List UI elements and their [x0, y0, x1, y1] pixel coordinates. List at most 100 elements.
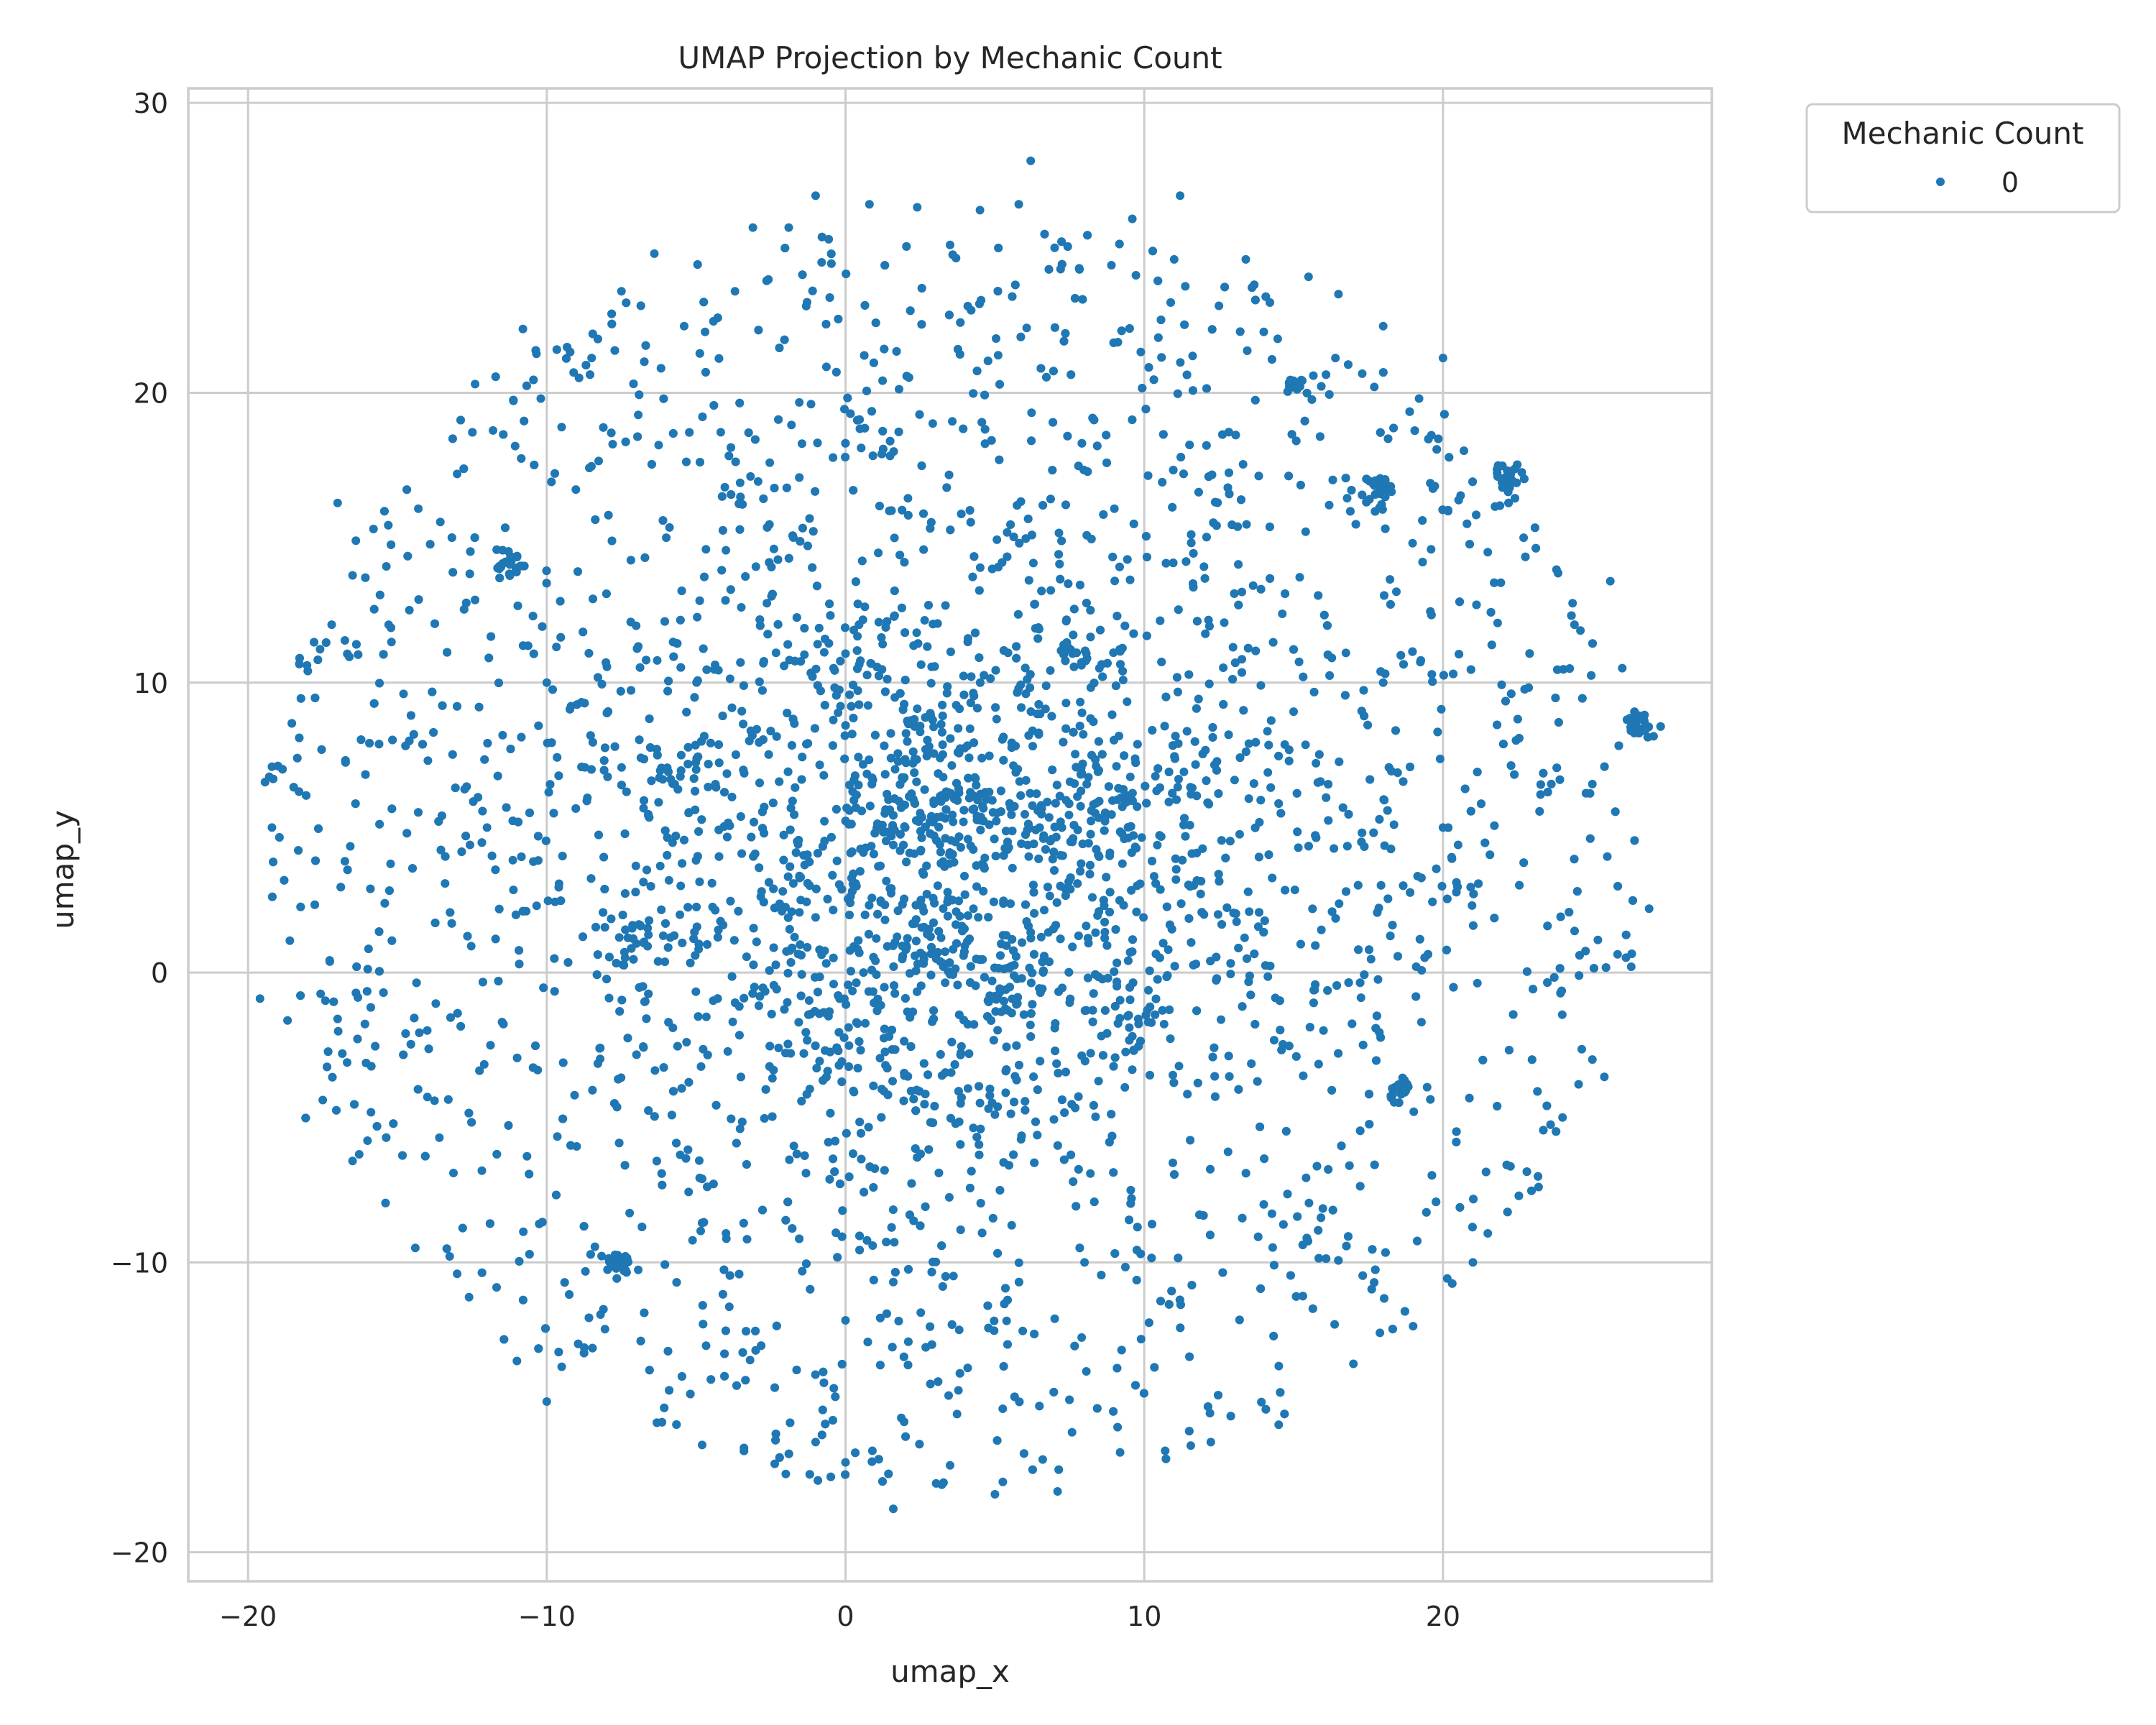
data-point [1139, 1389, 1148, 1398]
data-point [1008, 863, 1017, 873]
data-point [1128, 214, 1137, 224]
data-point [725, 674, 734, 684]
data-point [1373, 908, 1382, 917]
data-point [655, 773, 664, 782]
data-point [536, 394, 545, 403]
data-point [954, 1325, 964, 1335]
data-point [550, 954, 559, 963]
data-point [721, 1326, 730, 1335]
data-point [780, 244, 790, 253]
data-point [1009, 761, 1018, 770]
data-point [1118, 676, 1128, 685]
data-point [424, 1044, 433, 1054]
data-point [795, 1234, 804, 1243]
data-point [1472, 600, 1481, 610]
data-point [1117, 326, 1126, 336]
data-point [267, 892, 277, 901]
data-point [607, 428, 616, 438]
data-point [930, 1102, 939, 1110]
data-point [447, 533, 456, 542]
data-point [1065, 1395, 1074, 1404]
data-point [1110, 576, 1120, 586]
data-point [860, 910, 870, 919]
data-point [1053, 1487, 1062, 1496]
data-point [678, 938, 687, 947]
data-point [900, 628, 910, 638]
data-point [734, 1031, 744, 1040]
data-point [627, 686, 635, 695]
data-point [1223, 1147, 1233, 1156]
data-point [805, 1470, 814, 1479]
data-point [1256, 1122, 1265, 1131]
data-point [1295, 573, 1304, 582]
data-point [801, 301, 811, 310]
data-point [1389, 820, 1399, 829]
data-point [1235, 1315, 1244, 1325]
data-point [992, 535, 1002, 544]
data-point [1242, 520, 1251, 529]
data-point [916, 1308, 926, 1317]
data-point [1549, 972, 1559, 982]
data-point [1554, 569, 1562, 578]
data-point [329, 997, 338, 1006]
data-point [986, 674, 995, 684]
data-point [833, 1253, 842, 1262]
data-point [694, 939, 704, 949]
data-point [906, 1013, 915, 1022]
data-point [1049, 1115, 1059, 1124]
data-point [1244, 739, 1253, 748]
data-point [783, 872, 793, 881]
data-point [717, 492, 727, 501]
data-point [798, 270, 807, 280]
data-point [1394, 1098, 1404, 1108]
data-point [774, 1044, 783, 1052]
data-point [1134, 1019, 1143, 1029]
data-point [399, 689, 408, 699]
data-point [1028, 1000, 1037, 1009]
data-point [1245, 971, 1254, 980]
data-point [959, 947, 969, 957]
data-point [1325, 390, 1334, 399]
data-point [316, 989, 326, 998]
data-point [783, 998, 792, 1007]
data-point [1626, 962, 1636, 971]
data-point [757, 887, 766, 896]
data-point [844, 980, 852, 990]
data-point [1250, 1020, 1260, 1029]
data-point [1319, 1026, 1328, 1035]
data-point [1010, 971, 1018, 980]
data-point [1174, 775, 1183, 783]
data-point [565, 1290, 574, 1299]
data-point [869, 1183, 878, 1192]
data-point [728, 1017, 737, 1026]
data-point [1555, 775, 1565, 784]
data-point [525, 1169, 534, 1179]
data-point [972, 882, 981, 891]
data-point [1600, 762, 1609, 771]
data-point [750, 849, 760, 858]
data-point [897, 603, 906, 612]
data-point [1158, 939, 1168, 948]
data-point [1069, 604, 1079, 614]
data-point [933, 881, 942, 891]
data-point [1218, 430, 1227, 439]
data-point [1016, 332, 1026, 341]
data-point [831, 1228, 841, 1238]
data-point [1120, 751, 1129, 760]
data-point [1061, 1067, 1070, 1077]
data-point [886, 729, 895, 738]
data-point [1112, 958, 1122, 967]
data-point [863, 701, 872, 710]
data-point [926, 678, 936, 688]
data-point [867, 1446, 877, 1455]
data-point [727, 1114, 736, 1123]
data-point [676, 615, 685, 625]
data-point [1261, 292, 1271, 301]
data-point [517, 454, 526, 463]
data-point [975, 653, 984, 662]
data-point [865, 755, 874, 765]
data-point [701, 545, 711, 554]
data-point [430, 1096, 439, 1105]
data-point [354, 1150, 364, 1159]
data-point [826, 611, 835, 620]
